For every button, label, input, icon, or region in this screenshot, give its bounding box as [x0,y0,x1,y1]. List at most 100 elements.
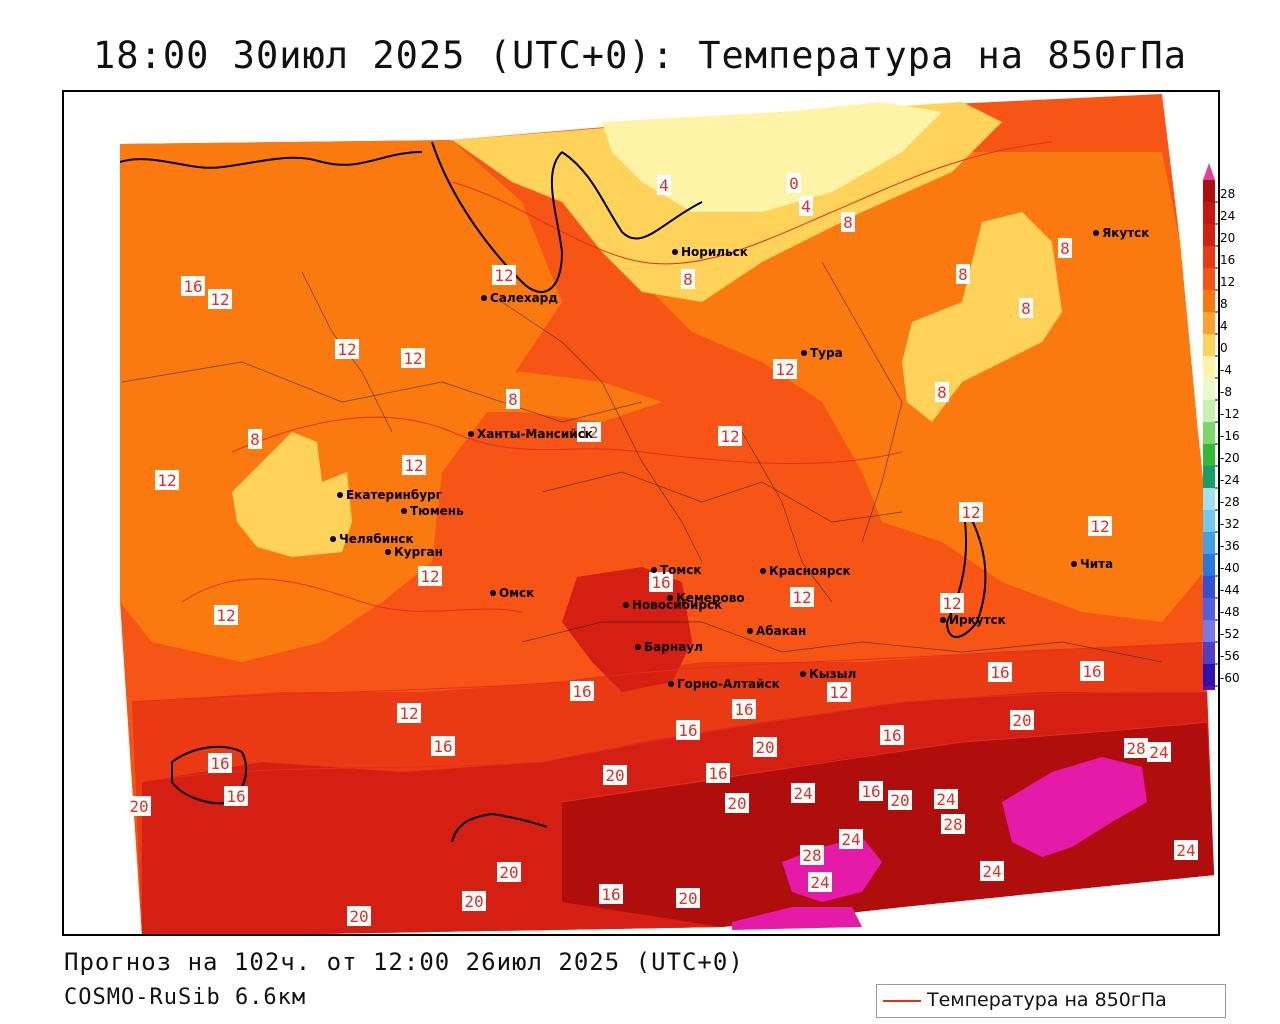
city-dot [760,568,766,574]
legend-swatch [1203,180,1215,202]
isoline-label-box [599,884,623,904]
isoline-label-text: 12 [942,594,961,613]
city-name: Тюмень [410,504,464,518]
isoline-label-box [570,681,594,701]
isoline-label-text: 12 [216,606,235,625]
isoline-label-text: 16 [572,682,591,701]
isoline-label: 12 [773,359,797,379]
isoline-label: 8 [1058,238,1072,258]
isoline-label-text: 8 [1060,239,1070,258]
isoline-label-text: 8 [843,213,853,232]
isoline-label-text: 12 [157,471,176,490]
isoline-label-text: 12 [775,360,794,379]
legend-top-arrow [1203,163,1215,180]
isoline-label: 24 [1147,742,1171,762]
isoline-label: 16 [224,786,248,806]
isoline-label-box [827,682,851,702]
isoline-label-text: 8 [508,390,518,409]
isoline-label: 8 [1019,298,1033,318]
city-name: Норильск [681,245,748,259]
isoline-label: 24 [839,829,863,849]
isoline-label-text: 16 [433,737,452,756]
region-borders [121,261,1163,663]
isoline-label-box [773,359,797,379]
band-28-plus-bottom [732,907,862,930]
isoline-label-box [1088,516,1112,536]
isoline-label-box [725,793,749,813]
isoline-label: 12 [397,703,421,723]
legend-swatch [1203,246,1215,268]
legend-swatch [1203,378,1215,400]
isoline-label-box [880,725,904,745]
legend-swatch [1203,664,1215,686]
legend-tick-label: 20 [1220,231,1235,245]
legend-tick-label: -28 [1220,495,1240,509]
isoline-label-box [959,502,983,522]
isoline-label: 12 [155,470,179,490]
isoline-label-box [980,861,1004,881]
line-key: Температура на 850гПа [876,984,1226,1018]
isoline-label-box [401,348,425,368]
isoline-label-box [718,426,742,446]
isoline-label-box [155,470,179,490]
isoline-label-text: 24 [1176,841,1195,860]
isoline-label-box [1010,710,1034,730]
isoline-label-box [841,212,855,232]
isoline-label-text: 12 [720,427,739,446]
isoline-label: 28 [941,814,965,834]
isoline-label-text: 12 [337,340,356,359]
isoline-label-box [431,736,455,756]
city-marker: Красноярск [760,564,851,578]
city-name: Челябинск [339,532,414,546]
city-name: Омск [499,586,534,600]
city-dot [672,249,678,255]
isoline-label-text: 28 [802,846,821,865]
isoline-label-text: 12 [399,704,418,723]
isoline-label-text: 12 [792,588,811,607]
city-marker: Барнаул [635,640,703,654]
city-marker: Кызыл [800,667,856,681]
isoline-label: 12 [577,422,601,442]
isoline-label-box [988,662,1012,682]
city-name: Красноярск [769,564,851,578]
isoline-label-box [934,789,958,809]
city-name: Якутск [1102,226,1149,240]
legend-tick-label: -16 [1220,429,1240,443]
isoline-label: 20 [603,765,627,785]
isoline-label: 28 [800,845,824,865]
isoline-label-text: 20 [755,738,774,757]
map-frame: 4 0 4 8 8 8 8 8 8 8 8 16 12 12 12 12 12 12 12 12 12 12 12 12 12 1… [62,90,1220,936]
isoline-label-text: 24 [810,873,829,892]
isoline-label: 16 [599,884,623,904]
forecast-info: Прогноз на 102ч. от 12:00 26июл 2025 (UT… [64,948,744,976]
key-label: Температура на 850гПа [927,989,1167,1011]
isoline-label-text: 8 [1021,299,1031,318]
isoline-label-text: 24 [936,790,955,809]
isoline-label-box [1124,738,1148,758]
legend-tick-label: -8 [1220,385,1232,399]
city-marker: Кемерово [667,591,745,605]
isoline-label-text: 20 [1012,711,1031,730]
isoline-label: 4 [799,196,813,216]
isoline-label-text: 0 [789,174,799,193]
city-marker: Горно-Алтайск [668,677,780,691]
city-marker: Челябинск [330,532,414,546]
legend-tick-label: -24 [1220,473,1240,487]
isoline-label-box [214,605,238,625]
isoline-label-box [462,891,486,911]
city-dot [1093,230,1099,236]
legend-tick-label: 4 [1220,319,1228,333]
isoline-label: 20 [127,796,151,816]
isoline-label: 4 [657,175,671,195]
isoline-label-box [681,269,695,289]
isoline-label-box [657,175,671,195]
band-8-12-west [120,140,562,662]
legend-swatch [1203,510,1215,532]
city-name: Ханты-Мансийск [477,427,593,441]
isoline-label-text: 16 [708,764,727,783]
isoline-label-text: 16 [734,700,753,719]
isoline-label-text: 20 [464,892,483,911]
isoline-label-text: 16 [651,573,670,592]
cities: Норильск Якутск Салехард Тура Ханты-Мансийск… [330,226,1149,691]
